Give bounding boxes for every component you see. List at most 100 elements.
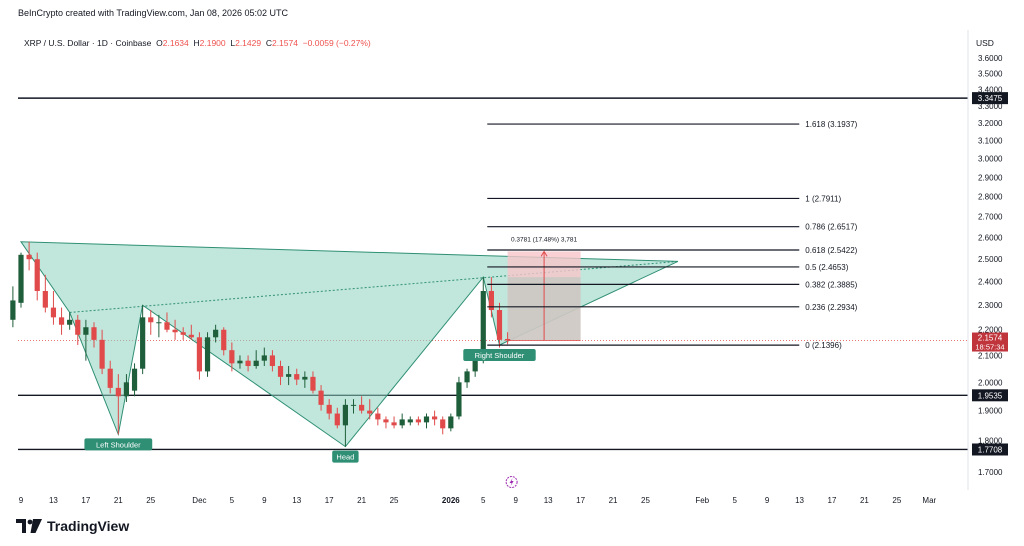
candle-body — [213, 329, 219, 338]
fib-level-label: 0.618 (2.5422) — [805, 246, 857, 255]
bar-countdown-label: 18:57:34 — [975, 343, 1004, 352]
low-label: L — [230, 38, 236, 48]
price-tick-label: 2.7000 — [978, 213, 1003, 222]
pattern-label: Right Shoulder — [475, 351, 525, 360]
pattern-label-box — [463, 348, 536, 361]
fibonacci-levels: 1.618 (3.1937) 1 (2.7911) 0.786 (2.6517) 0.… — [487, 120, 858, 350]
price-level-tag-label: 3.3475 — [978, 94, 1003, 103]
fib-level-label: 0.786 (2.6517) — [805, 223, 857, 232]
price-tick-label: 2.3000 — [978, 301, 1003, 310]
time-tick-label: 9 — [513, 496, 518, 505]
current-price-label: 2.1574 — [978, 334, 1003, 343]
fib-level-label: 1.618 (3.1937) — [805, 120, 857, 129]
price-level-tag-label: 1.7708 — [978, 445, 1003, 454]
candle-body — [407, 419, 413, 423]
time-tick-label: 21 — [357, 496, 366, 505]
horizontal-levels — [18, 97, 968, 451]
measure-label: 0.3781 (17.48%) 3,781 — [511, 236, 578, 243]
candle-body — [294, 374, 300, 380]
candle-body — [367, 410, 373, 414]
candle-body — [107, 368, 113, 388]
pattern-label: Head — [336, 453, 354, 462]
symbol-legend: XRP / U.S. Dollar · 1D · Coinbase O2.163… — [24, 38, 371, 48]
time-tick-label: Dec — [192, 496, 206, 505]
candle-body — [448, 416, 454, 429]
price-tick-label: 2.4000 — [978, 278, 1003, 287]
price-tick-label: 3.0000 — [978, 155, 1003, 164]
candle-body — [464, 371, 470, 383]
time-tick-label: 13 — [49, 496, 58, 505]
time-tick-label: 17 — [576, 496, 585, 505]
price-level-tag — [972, 443, 1008, 456]
candle-body — [115, 387, 121, 397]
price-axis[interactable]: 3.3475 1.9535 1.7708 3.6000 3.5000 3.4000 3.30… — [967, 30, 1008, 490]
price-tick-label: 2.0000 — [978, 378, 1003, 387]
candle-body — [245, 360, 251, 367]
candle-body — [10, 300, 16, 320]
candle-body — [391, 422, 397, 426]
time-tick-label: 25 — [641, 496, 650, 505]
price-tick-label: 2.1000 — [978, 351, 1003, 360]
symbol-name[interactable]: XRP / U.S. Dollar · 1D · Coinbase — [24, 38, 152, 48]
candle-body — [229, 350, 235, 364]
time-tick-label: Feb — [695, 496, 709, 505]
candle-body — [456, 382, 462, 417]
price-tick-label: 2.5000 — [978, 255, 1003, 264]
chart-credit: BeInCrypto created with TradingView.com,… — [18, 8, 288, 18]
time-tick-label: 25 — [390, 496, 399, 505]
candle-body — [269, 355, 276, 367]
candle-body — [172, 329, 178, 333]
candle-body — [83, 327, 89, 335]
candle-body — [253, 360, 259, 367]
time-tick-label: 21 — [609, 496, 618, 505]
price-level-tag — [972, 92, 1008, 105]
time-tick-label: 21 — [114, 496, 123, 505]
candle-body — [318, 390, 324, 405]
tradingview-wordmark: TradingView — [47, 518, 130, 534]
fib-level-label: 0.382 (2.3885) — [805, 280, 857, 289]
candle-body — [302, 376, 308, 380]
fib-level-label: 0.5 (2.4653) — [805, 263, 848, 272]
close-label: C — [265, 38, 272, 48]
price-tick-label: 3.4000 — [978, 86, 1003, 95]
candle-body — [188, 334, 194, 338]
time-tick-label: 9 — [262, 496, 267, 505]
fib-level-label: 0 (2.1396) — [805, 341, 842, 350]
candle-body — [131, 368, 138, 391]
candle-body — [196, 337, 203, 372]
candle-body — [221, 329, 227, 351]
candle-body — [237, 360, 243, 364]
time-axis[interactable]: 9 13 17 21 25 Dec 5 9 13 17 21 25 2026 5 9 13 17 21 25 Feb 5… — [19, 496, 937, 505]
time-tick-label: Mar — [922, 496, 936, 505]
price-tick-label: 2.6000 — [978, 234, 1003, 243]
candle-body — [383, 419, 389, 423]
time-tick-label: 17 — [828, 496, 837, 505]
price-tick-label: 1.8000 — [978, 436, 1003, 445]
time-tick-label: 9 — [19, 496, 24, 505]
high-value: 2.1900 — [199, 38, 226, 48]
candle-body — [140, 317, 146, 369]
annotation-labels: 0.3781 (17.48%) 3,781 Left Shoulder Head Ri… — [84, 236, 578, 463]
currency-label[interactable]: USD — [976, 38, 994, 48]
candle-body — [148, 317, 154, 323]
open-label: O — [156, 38, 163, 48]
time-tick-label: 25 — [892, 496, 901, 505]
price-tick-label: 3.6000 — [978, 54, 1003, 63]
price-level-tag — [972, 389, 1008, 402]
price-tick-label: 1.9000 — [978, 407, 1003, 416]
candle-body — [91, 327, 97, 340]
tradingview-brand[interactable]: TradingView — [16, 518, 129, 534]
price-tick-label: 2.9000 — [978, 173, 1003, 182]
candle-body — [18, 254, 24, 303]
price-tick-label: 3.1000 — [978, 137, 1003, 146]
low-value: 2.1429 — [235, 38, 262, 48]
candle-body — [359, 404, 365, 411]
tradingview-logo-icon — [16, 519, 42, 533]
open-value: 2.1634 — [162, 38, 189, 48]
candle-body — [399, 419, 405, 426]
measure-layer — [507, 250, 581, 341]
fib-level-label: 0.236 (2.2934) — [805, 303, 857, 312]
candle-body — [164, 322, 170, 330]
candle-body — [123, 382, 130, 397]
